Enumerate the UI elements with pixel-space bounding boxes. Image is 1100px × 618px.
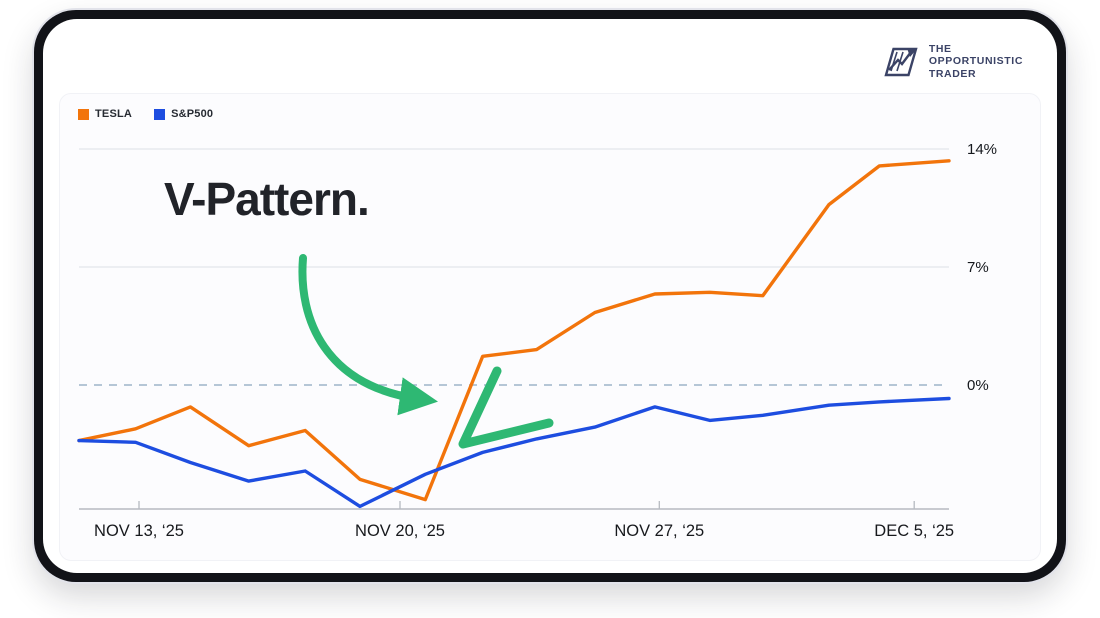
x-axis-tick-label: DEC 5, ‘25 (874, 522, 954, 540)
opportunistic-trader-logo: THE OPPORTUNISTIC TRADER (877, 43, 1023, 80)
series-line-S&P500 (77, 396, 951, 509)
logo-text: THE OPPORTUNISTIC TRADER (929, 43, 1023, 80)
x-axis-tick-label: NOV 20, ‘25 (355, 522, 445, 540)
chart-card: TESLA S&P500 14% 7% 0% NOV 13, (59, 93, 1041, 561)
device-frame: THE OPPORTUNISTIC TRADER TESLA S&P500 (34, 10, 1066, 582)
x-axis-tick-label: NOV 27, ‘25 (614, 522, 704, 540)
logo-line-3: TRADER (928, 67, 977, 80)
tesla-legend-label: TESLA (95, 108, 133, 120)
opportunistic-trader-logo-icon (884, 47, 918, 76)
chart-legend: TESLA S&P500 (78, 106, 1026, 122)
y-axis-tick-label: 0% (967, 377, 989, 394)
sp500-legend-label: S&P500 (171, 108, 214, 120)
logo-line-1: THE (928, 43, 952, 55)
logo-line-2: OPPORTUNISTIC (928, 55, 1023, 68)
device-screen: THE OPPORTUNISTIC TRADER TESLA S&P500 (43, 19, 1057, 573)
v-pattern-annotation (298, 254, 554, 449)
y-axis-tick-label: 7% (967, 259, 989, 276)
legend-item-sp500: S&P500 (154, 108, 213, 120)
x-axis-tick-label: NOV 13, ‘25 (94, 522, 184, 540)
performance-chart: 14% 7% 0% NOV 13, ‘25 NOV 20, ‘25 NOV 27, ‘25… (77, 141, 997, 540)
series-line-TESLA (77, 159, 951, 502)
chart-area: 14% 7% 0% NOV 13, ‘25 NOV 20, ‘25 NOV 27, ‘25… (74, 128, 1026, 558)
y-axis-tick-label: 14% (967, 141, 997, 158)
v-pattern-title: V-Pattern. (164, 173, 370, 225)
plot-layer: 14% 7% 0% NOV 13, ‘25 NOV 20, ‘25 NOV 27, ‘25… (77, 141, 997, 540)
legend-item-tesla: TESLA (78, 108, 132, 120)
sp500-color-swatch (154, 108, 166, 120)
v-pattern-check-icon (458, 366, 554, 449)
tesla-color-swatch (78, 108, 89, 120)
v-pattern-arrow-icon (298, 254, 439, 416)
